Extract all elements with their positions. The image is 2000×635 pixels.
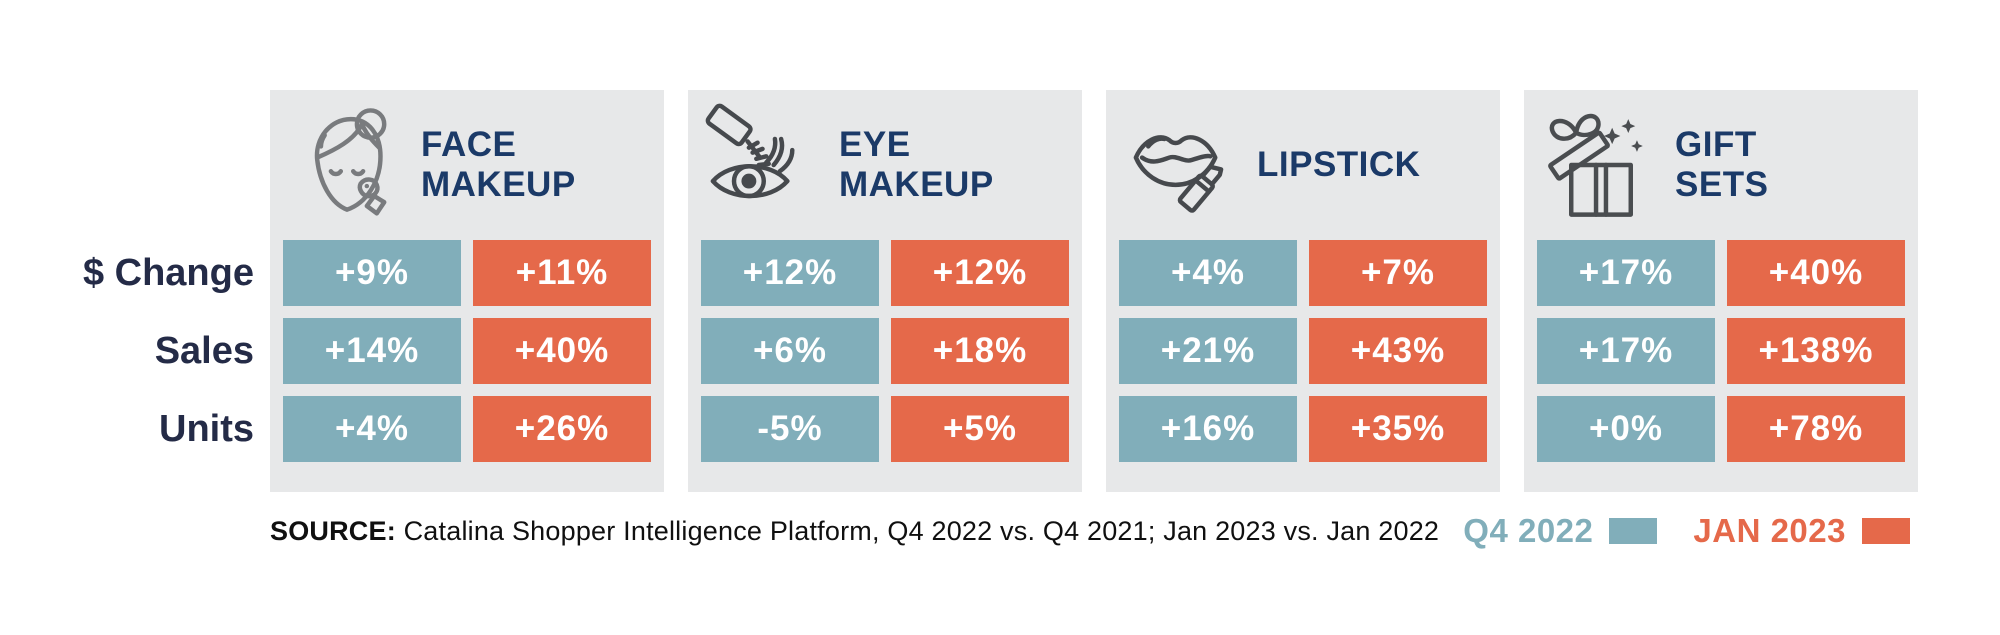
face-makeup-icon	[314, 108, 387, 216]
jan-value-cell: +40%	[1727, 240, 1905, 306]
value-row-dollar-change: +17% +40%	[1537, 240, 1905, 306]
jan-value-cell: +5%	[891, 396, 1069, 462]
jan-value-cell: +138%	[1727, 318, 1905, 384]
q4-value-cell: +17%	[1537, 318, 1715, 384]
panel-gift-sets: GIFT SETS +17% +40% +17% +138% +0% +78%	[1524, 90, 1918, 492]
legend-item-jan-2023: JAN 2023	[1693, 512, 1910, 550]
value-row-units: +0% +78%	[1537, 396, 1905, 462]
q4-value-cell: +12%	[701, 240, 879, 306]
value-row-units: +16% +35%	[1119, 396, 1487, 462]
panel-face-makeup-header: FACE MAKEUP	[283, 90, 651, 240]
jan-value-cell: +7%	[1309, 240, 1487, 306]
panel-title-gift-sets: GIFT SETS	[1675, 125, 1769, 204]
legend-item-q4-2022: Q4 2022	[1463, 512, 1658, 550]
jan-value-cell: +12%	[891, 240, 1069, 306]
panel-lipstick-values: +4% +7% +21% +43% +16% +35%	[1119, 240, 1487, 462]
value-row-units: +4% +26%	[283, 396, 651, 462]
q4-value-cell: +21%	[1119, 318, 1297, 384]
panel-eye-makeup-header: EYE MAKEUP	[701, 90, 1069, 240]
legend-label-q4-2022: Q4 2022	[1463, 512, 1594, 549]
row-label-units: Units	[159, 407, 254, 450]
jan-value-cell: +78%	[1727, 396, 1905, 462]
panel-gift-sets-values: +17% +40% +17% +138% +0% +78%	[1537, 240, 1905, 462]
source-label: SOURCE:	[270, 516, 396, 546]
q4-value-cell: +14%	[283, 318, 461, 384]
row-label-sales: Sales	[154, 329, 254, 372]
value-row-dollar-change: +9% +11%	[283, 240, 651, 306]
q4-value-cell: +6%	[701, 318, 879, 384]
panel-face-makeup: FACE MAKEUP +9% +11% +14% +40% +4% +26%	[270, 90, 664, 492]
value-row-sales: +21% +43%	[1119, 318, 1487, 384]
q4-2022-swatch	[1609, 518, 1658, 544]
q4-value-cell: +17%	[1537, 240, 1715, 306]
value-row-dollar-change: +12% +12%	[701, 240, 1069, 306]
q4-value-cell: +9%	[283, 240, 461, 306]
eye-makeup-icon	[705, 103, 795, 199]
panel-eye-makeup: EYE MAKEUP +12% +12% +6% +18% -5% +5%	[688, 90, 1082, 492]
panel-eye-makeup-values: +12% +12% +6% +18% -5% +5%	[701, 240, 1069, 462]
jan-value-cell: +40%	[473, 318, 651, 384]
jan-value-cell: +11%	[473, 240, 651, 306]
category-panels: FACE MAKEUP +9% +11% +14% +40% +4% +26%	[270, 90, 1918, 492]
q4-value-cell: +0%	[1537, 396, 1715, 462]
jan-value-cell: +35%	[1309, 396, 1487, 462]
value-row-dollar-change: +4% +7%	[1119, 240, 1487, 306]
jan-value-cell: +18%	[891, 318, 1069, 384]
value-row-units: -5% +5%	[701, 396, 1069, 462]
source-text: Catalina Shopper Intelligence Platform, …	[395, 516, 1440, 546]
panel-face-makeup-values: +9% +11% +14% +40% +4% +26%	[283, 240, 651, 462]
jan-value-cell: +26%	[473, 396, 651, 462]
panel-title-eye-makeup: EYE MAKEUP	[839, 125, 994, 204]
panel-title-lipstick: LIPSTICK	[1257, 145, 1421, 185]
jan-2023-swatch	[1862, 518, 1910, 544]
legend: Q4 2022 JAN 2023	[1463, 512, 1910, 550]
metric-labels-column: $ Change Sales Units	[0, 240, 256, 462]
q4-value-cell: +16%	[1119, 396, 1297, 462]
panel-title-face-makeup: FACE MAKEUP	[421, 125, 576, 204]
gift-sets-icon	[1548, 113, 1643, 217]
value-row-sales: +17% +138%	[1537, 318, 1905, 384]
q4-value-cell: +4%	[1119, 240, 1297, 306]
jan-value-cell: +43%	[1309, 318, 1487, 384]
value-row-sales: +14% +40%	[283, 318, 651, 384]
value-row-sales: +6% +18%	[701, 318, 1069, 384]
lipstick-icon	[1133, 135, 1224, 213]
legend-label-jan-2023: JAN 2023	[1693, 512, 1846, 549]
row-label-dollar-change: $ Change	[82, 251, 254, 294]
panel-lipstick: LIPSTICK +4% +7% +21% +43% +16% +35%	[1106, 90, 1500, 492]
panel-gift-sets-header: GIFT SETS	[1537, 90, 1905, 240]
q4-value-cell: -5%	[701, 396, 879, 462]
q4-value-cell: +4%	[283, 396, 461, 462]
panel-lipstick-header: LIPSTICK	[1119, 90, 1487, 240]
source-note: SOURCE: Catalina Shopper Intelligence Pl…	[270, 516, 1439, 547]
